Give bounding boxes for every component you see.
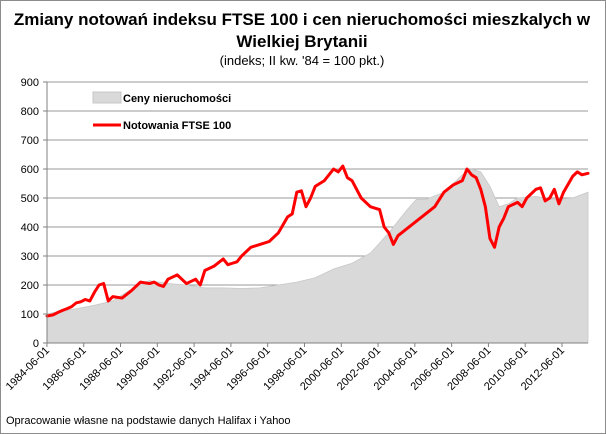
y-axis-ticks: 0 100 200 300 400 500 600 700 800 900 xyxy=(21,77,47,350)
y-tick-label: 500 xyxy=(21,193,39,205)
y-tick-label: 100 xyxy=(21,309,39,321)
y-tick-label: 300 xyxy=(21,251,39,263)
y-tick-label: 0 xyxy=(33,338,39,350)
legend: Ceny nieruchomości Notowania FTSE 100 xyxy=(92,91,231,132)
y-tick-label: 200 xyxy=(21,280,39,292)
chart-title: Zmiany notowań indeksu FTSE 100 i cen ni… xyxy=(13,10,591,51)
y-tick-label: 600 xyxy=(21,164,39,176)
source-note: Opracowanie własne na podstawie danych H… xyxy=(6,415,291,427)
y-tick-label: 400 xyxy=(21,222,39,234)
legend-swatch-ceny xyxy=(92,91,122,104)
legend-label-ftse: Notowania FTSE 100 xyxy=(123,120,231,132)
series-ceny-area xyxy=(46,168,589,344)
chart-subtitle: (indeks; II kw. '84 = 100 pkt.) xyxy=(219,53,385,68)
series-ftse-line xyxy=(45,164,590,318)
plot-area xyxy=(45,164,590,344)
y-tick-label: 700 xyxy=(21,135,39,147)
x-axis-ticks: 1984-06-011986-06-011988-06-011990-06-01… xyxy=(4,343,567,393)
legend-label-ceny: Ceny nieruchomości xyxy=(123,93,231,105)
y-tick-label: 800 xyxy=(21,106,39,118)
y-tick-label: 900 xyxy=(21,77,39,89)
axes xyxy=(46,82,588,344)
